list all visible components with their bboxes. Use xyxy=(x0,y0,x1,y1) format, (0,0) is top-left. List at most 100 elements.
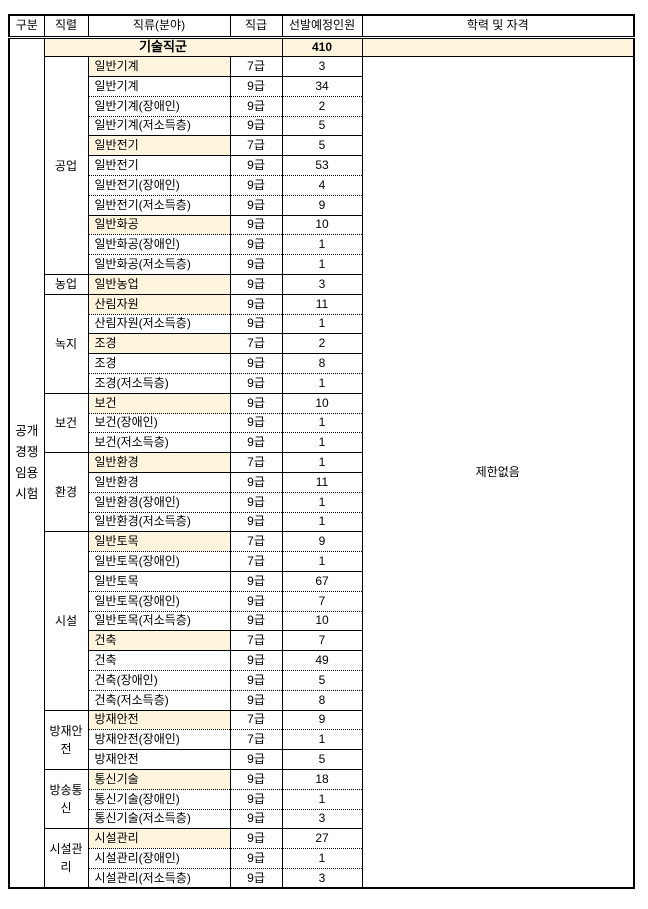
count-cell: 1 xyxy=(281,551,363,572)
summary-group-title: 기술직군 xyxy=(43,36,283,57)
count-cell: 5 xyxy=(281,749,363,770)
grade-cell: 9급 xyxy=(229,848,283,869)
grade-cell: 9급 xyxy=(229,571,283,592)
table-row: 시설관리(저소득층) 9급 3 xyxy=(9,867,634,889)
field-cell: 보건(저소득층) xyxy=(87,432,231,453)
count-cell: 1 xyxy=(281,234,363,255)
serial-cell-2: 녹지 xyxy=(43,293,89,394)
grade-cell: 9급 xyxy=(229,293,283,315)
count-cell: 2 xyxy=(281,333,363,354)
category-cell: 공개 경쟁 임용 시험 xyxy=(8,36,45,889)
table-row: 일반화공(저소득층) 9급 1 xyxy=(9,254,634,275)
count-cell: 1 xyxy=(281,452,363,473)
count-cell: 3 xyxy=(281,808,363,829)
count-cell: 18 xyxy=(281,768,363,790)
count-cell: 1 xyxy=(281,511,363,532)
field-cell: 일반토목(장애인) xyxy=(87,551,231,572)
grade-cell: 9급 xyxy=(229,412,283,433)
serial-cell-3: 보건 xyxy=(43,392,89,453)
grade-cell: 9급 xyxy=(229,590,283,612)
count-cell: 11 xyxy=(281,472,363,493)
field-cell: 산림자원 xyxy=(87,293,231,315)
count-cell: 10 xyxy=(281,610,363,631)
grade-cell: 9급 xyxy=(229,689,283,711)
field-cell: 일반환경 xyxy=(87,472,231,493)
field-cell: 일반기계 xyxy=(87,56,231,77)
count-cell: 3 xyxy=(281,867,363,889)
table-row: 일반화공(장애인) 9급 1 xyxy=(9,234,634,255)
table-row: 시설관리 시설관리 9급 27 xyxy=(9,828,634,889)
column-header-5: 학력 및 자격 xyxy=(361,14,635,39)
table-row: 일반토목(장애인) 7급 1 xyxy=(9,551,634,572)
field-cell: 일반기계(장애인) xyxy=(87,95,231,117)
table-row: 보건(장애인) 9급 1 xyxy=(9,412,634,433)
column-header-1: 직렬 xyxy=(43,14,89,39)
table-row: 통신기술(장애인) 9급 1 xyxy=(9,788,634,810)
grade-cell: 9급 xyxy=(229,392,283,414)
field-cell: 방재안전(장애인) xyxy=(87,729,231,750)
count-cell: 49 xyxy=(281,650,363,671)
serial-cell-5: 시설 xyxy=(43,531,89,711)
table-row: 농업 일반농업 9급 3 xyxy=(9,274,634,295)
header-row: 구분 직렬 직류(분야) 직급 선발예정인원 학력 및 자격 xyxy=(8,14,635,39)
field-cell: 조경(저소득층) xyxy=(87,373,231,394)
grade-cell: 9급 xyxy=(229,670,283,691)
count-cell: 1 xyxy=(281,729,363,750)
category-label-line: 시험 xyxy=(15,486,39,501)
field-cell: 일반기계(저소득층) xyxy=(87,115,231,136)
table-row: 건축 7급 7 xyxy=(9,630,634,651)
grade-cell: 9급 xyxy=(229,511,283,532)
count-cell: 8 xyxy=(281,689,363,711)
count-cell: 34 xyxy=(281,76,363,97)
field-cell: 일반환경 xyxy=(87,452,231,473)
grade-cell: 9급 xyxy=(229,650,283,671)
serial-cell-1: 농업 xyxy=(43,274,89,295)
field-cell: 일반화공(장애인) xyxy=(87,234,231,255)
table-row: 조경 7급 2 xyxy=(9,333,634,354)
qualification-note-cell: 제한없음 xyxy=(361,56,635,889)
serial-cell-6: 방재안전 xyxy=(43,709,89,770)
field-cell: 일반환경(저소득층) xyxy=(87,511,231,532)
table-row: 조경(저소득층) 9급 1 xyxy=(9,373,634,394)
grade-cell: 9급 xyxy=(229,313,283,334)
summary-qualification xyxy=(361,36,635,57)
field-cell: 일반토목(장애인) xyxy=(87,590,231,612)
field-cell: 일반토목(저소득층) xyxy=(87,610,231,631)
count-cell: 11 xyxy=(281,293,363,315)
grade-cell: 7급 xyxy=(229,333,283,354)
table-row: 보건(저소득층) 9급 1 xyxy=(9,432,634,453)
column-header-3: 직급 xyxy=(229,14,283,39)
table-row: 시설 일반토목 7급 9 xyxy=(9,531,634,711)
table-row: 일반전기 7급 5 xyxy=(9,135,634,156)
field-cell: 건축 xyxy=(87,630,231,651)
table-row: 일반전기(저소득층) 9급 9 xyxy=(9,194,634,216)
count-cell: 7 xyxy=(281,590,363,612)
count-cell: 1 xyxy=(281,491,363,513)
grade-cell: 9급 xyxy=(229,768,283,790)
field-cell: 일반화공(저소득층) xyxy=(87,254,231,275)
table-row: 일반토목(저소득층) 9급 10 xyxy=(9,610,634,631)
count-cell: 5 xyxy=(281,135,363,156)
table-row: 통신기술(저소득층) 9급 3 xyxy=(9,808,634,829)
count-cell: 7 xyxy=(281,630,363,651)
count-cell: 2 xyxy=(281,95,363,117)
count-cell: 1 xyxy=(281,254,363,275)
table-row: 일반토목(장애인) 9급 7 xyxy=(9,590,634,612)
field-cell: 건축(저소득층) xyxy=(87,689,231,711)
table-row: 방송통신 통신기술 9급 18 xyxy=(9,768,634,829)
column-header-2: 직류(분야) xyxy=(87,14,231,39)
serial-cell-4: 환경 xyxy=(43,452,89,532)
table-row: 일반토목 9급 67 xyxy=(9,571,634,592)
serial-cell-0: 공업 xyxy=(43,56,89,275)
table-row: 보건 보건 9급 10 xyxy=(9,392,634,453)
grade-cell: 9급 xyxy=(229,867,283,889)
grade-cell: 9급 xyxy=(229,214,283,235)
table-row: 일반환경(장애인) 9급 1 xyxy=(9,491,634,513)
field-cell: 방재안전 xyxy=(87,749,231,770)
table-row: 일반환경(저소득층) 9급 1 xyxy=(9,511,634,532)
table-row: 일반화공 9급 10 xyxy=(9,214,634,235)
serial-cell-8: 시설관리 xyxy=(43,828,89,889)
grade-cell: 9급 xyxy=(229,491,283,513)
summary-total-count: 410 xyxy=(281,36,363,57)
grade-cell: 7급 xyxy=(229,531,283,552)
